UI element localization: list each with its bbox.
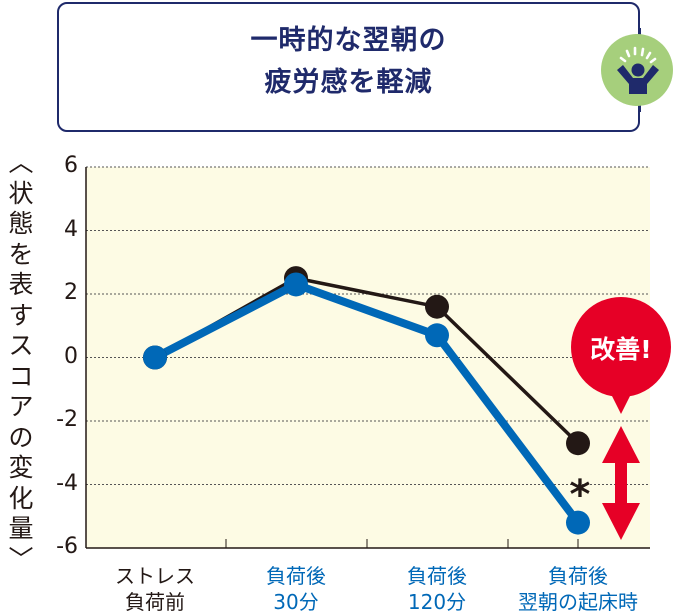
data-point — [566, 431, 590, 456]
y-tick-6: 6 — [64, 153, 78, 178]
x-label-line2: 30分 — [273, 590, 319, 614]
data-point — [425, 323, 449, 348]
title-line-1: 一時的な翌朝の — [250, 25, 447, 56]
y-tick-minus6: -6 — [56, 534, 78, 559]
data-point — [566, 510, 590, 535]
y-tick-minus2: -2 — [56, 407, 78, 432]
cheering-person-icon — [601, 28, 673, 112]
ylabel-char: ﹀ — [8, 544, 34, 574]
ylabel-char: 状 — [8, 178, 34, 208]
ylabel-char: 態 — [8, 209, 34, 238]
y-tick-0: 0 — [64, 344, 78, 369]
title-line-2: 疲労感を軽減 — [264, 67, 433, 98]
ylabel-char: す — [8, 300, 34, 330]
x-label-line2: 120分 — [407, 590, 467, 614]
ylabel-char: 表 — [8, 270, 34, 299]
ylabel-char: 量 — [8, 514, 34, 543]
x-label-line2: 翌朝の起床時 — [518, 590, 638, 614]
x-label-30min: 負荷後 30分 — [221, 563, 371, 615]
y-axis-label: ︿ 状 態 を 表 す ス コ ア の 変 化 量 ﹀ — [6, 148, 36, 575]
data-point — [284, 272, 308, 297]
title-box — [57, 2, 640, 132]
bubble-tail — [610, 392, 632, 414]
y-tick-4: 4 — [64, 217, 78, 242]
x-label-line1: 負荷後 — [407, 564, 467, 588]
ylabel-char: を — [8, 239, 34, 269]
x-label-next-morning: 負荷後 翌朝の起床時 — [503, 563, 653, 615]
x-label-line1: 負荷後 — [548, 564, 608, 588]
series-line-blue — [153, 280, 582, 526]
ylabel-char: ア — [8, 392, 34, 421]
data-point — [425, 294, 449, 319]
x-label-line1: 負荷後 — [266, 564, 326, 588]
ylabel-char: 変 — [8, 453, 34, 482]
y-tick-minus4: -4 — [56, 471, 78, 496]
x-label-pre-stress: ストレス 負荷前 — [80, 563, 230, 615]
improvement-label: 改善! — [590, 335, 652, 364]
ylabel-char: 化 — [8, 483, 34, 513]
data-point — [143, 345, 167, 370]
x-label-line2: 負荷前 — [125, 590, 185, 614]
improvement-bubble — [571, 297, 671, 397]
x-label-120min: 負荷後 120分 — [362, 563, 512, 615]
y-tick-2: 2 — [64, 280, 78, 305]
ylabel-char: ︿ — [8, 148, 34, 177]
significance-mark: * — [570, 472, 591, 518]
x-label-line1: ストレス — [115, 564, 195, 588]
series-group — [143, 266, 590, 535]
double-arrow-icon — [602, 426, 640, 540]
ylabel-char: の — [8, 422, 34, 452]
ylabel-char: ス — [8, 331, 34, 360]
x-ticks — [225, 539, 579, 548]
ylabel-char: コ — [8, 361, 34, 391]
chart-title: 一時的な翌朝の 疲労感を軽減 — [57, 20, 640, 104]
